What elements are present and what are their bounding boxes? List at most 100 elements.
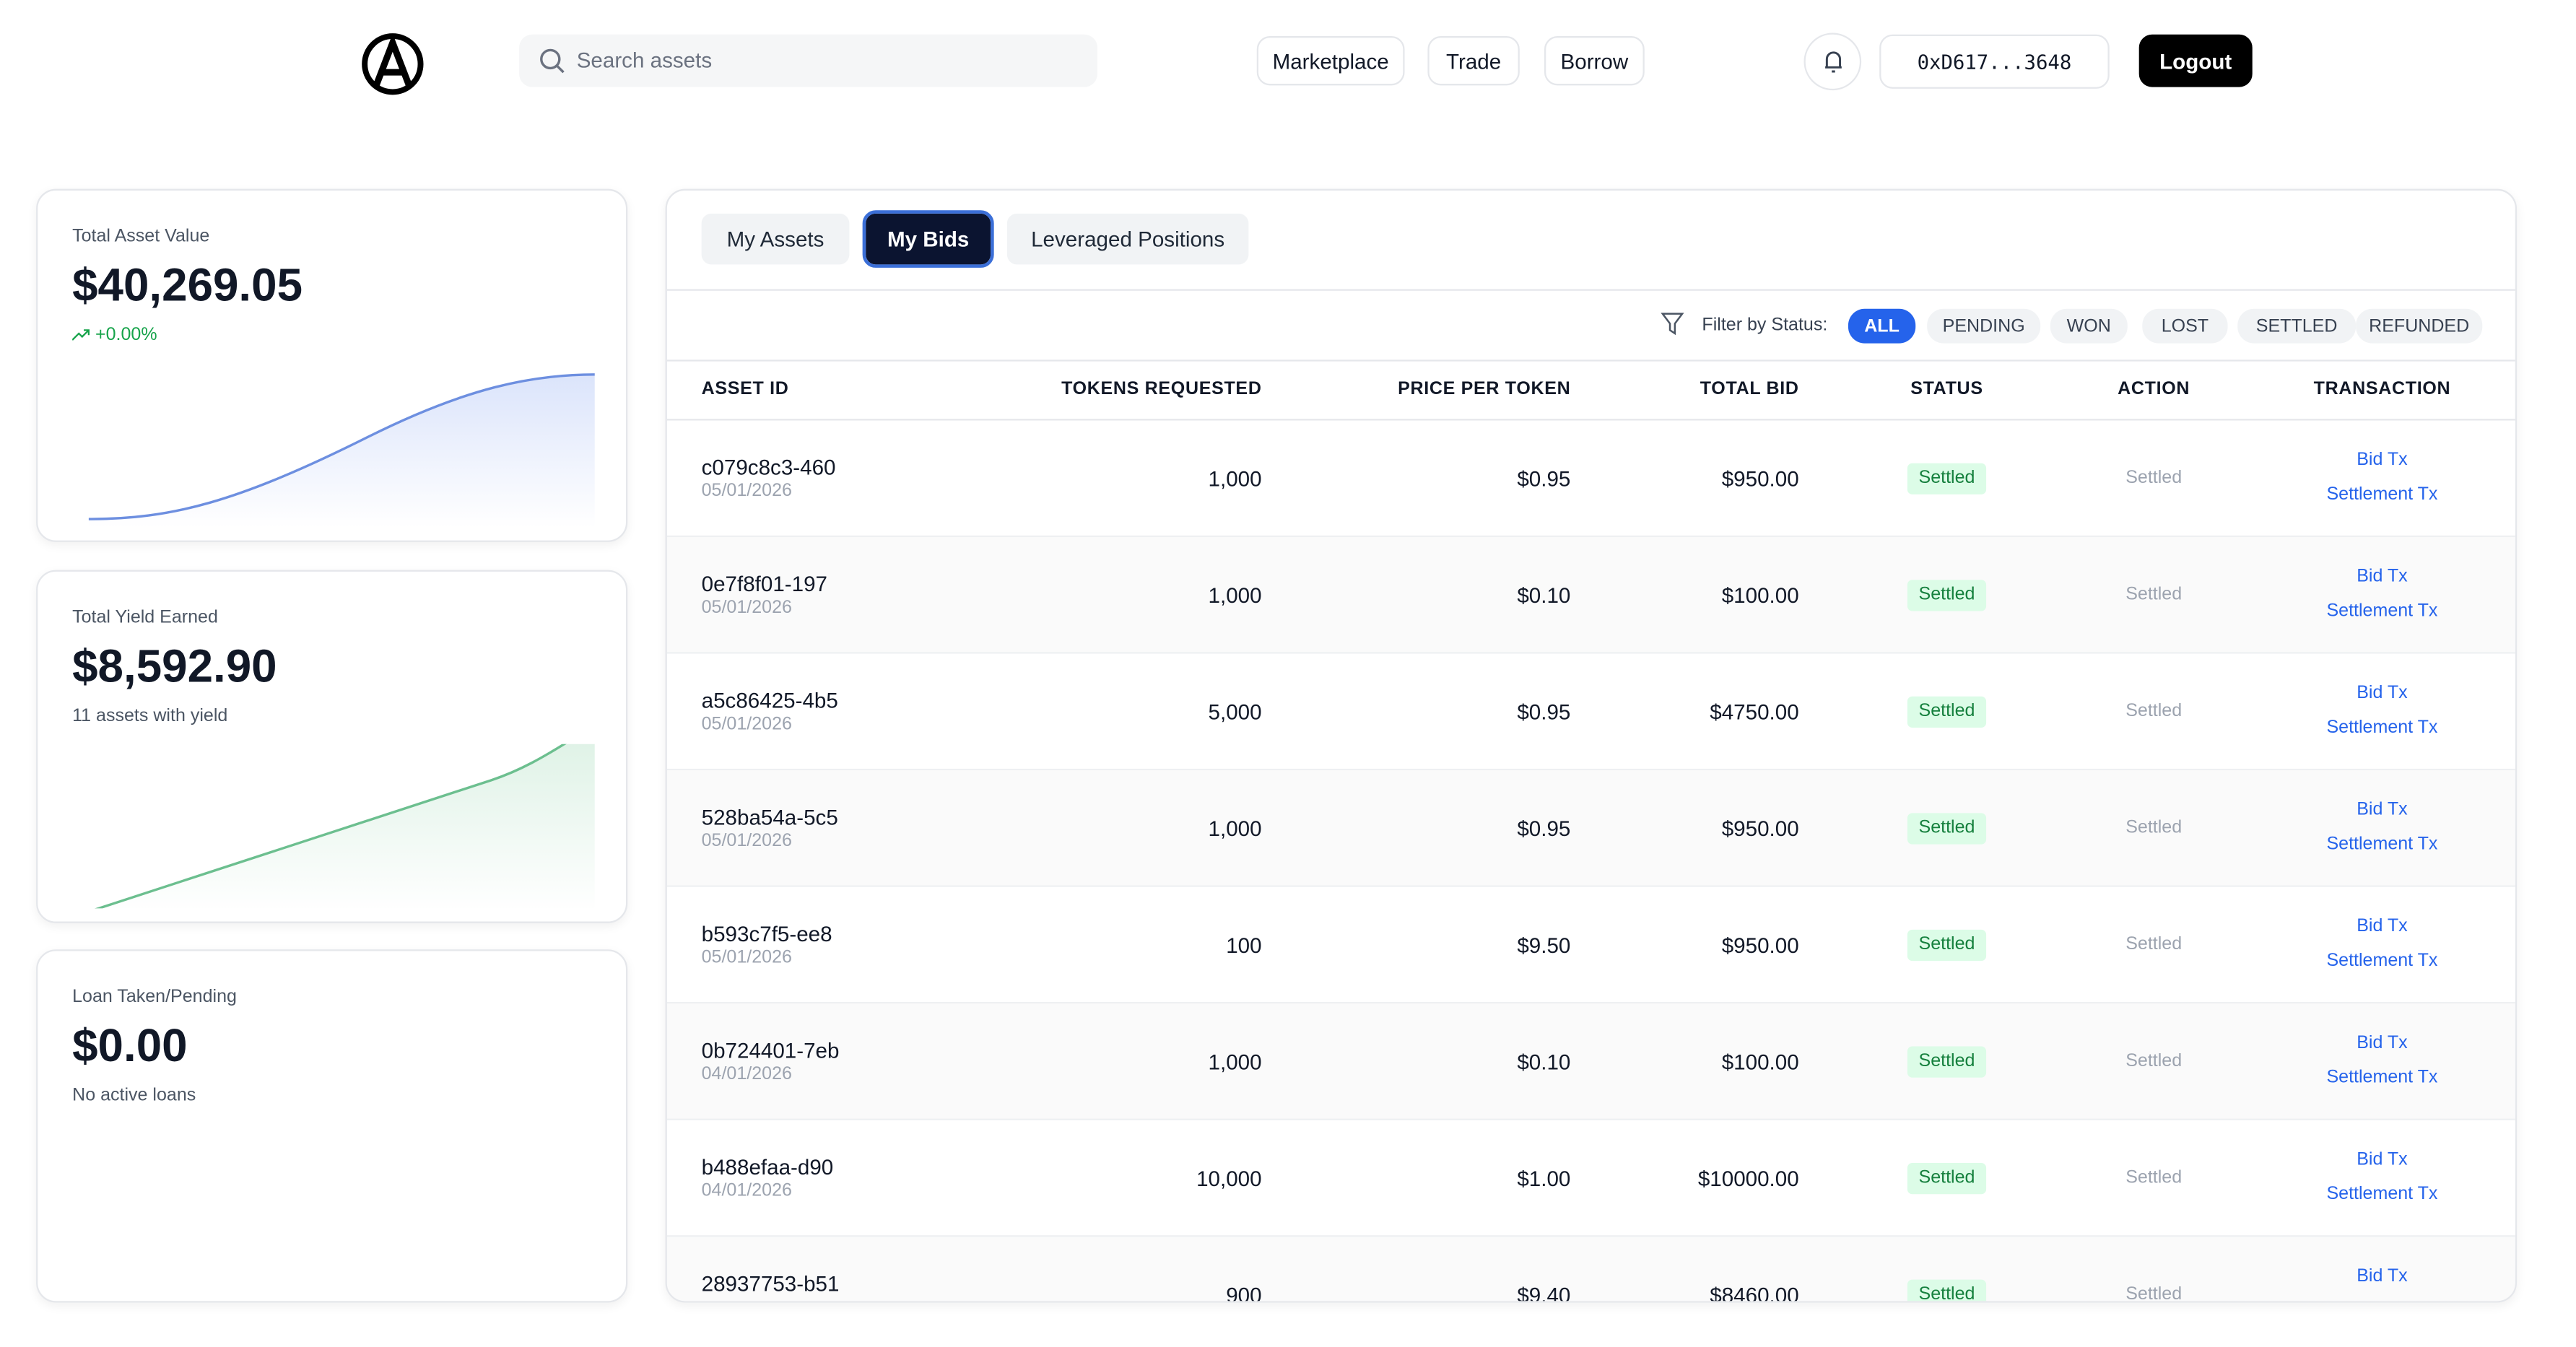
bid-date: 04/01/2026 xyxy=(701,1064,792,1084)
search-placeholder: Search assets xyxy=(576,47,713,73)
tokens-requested: 100 xyxy=(1226,933,1262,958)
asset-id: 528ba54a-5c5 xyxy=(701,804,838,830)
status-badge: Settled xyxy=(1907,1046,1987,1078)
price-per-token: $0.95 xyxy=(1517,466,1571,492)
tab[interactable]: My Assets xyxy=(701,213,850,265)
transaction-link[interactable]: Bid Tx xyxy=(2357,916,2408,937)
tokens-requested: 1,000 xyxy=(1208,466,1262,492)
nav-button[interactable]: Borrow xyxy=(1544,36,1645,86)
card-label: Total Asset Value xyxy=(72,227,210,247)
filter-chip[interactable]: SETTLED xyxy=(2237,308,2357,344)
action-text: Settled xyxy=(2125,1284,2183,1303)
asset-id: 0b724401-7eb xyxy=(701,1038,840,1063)
tab[interactable]: Leveraged Positions xyxy=(1006,213,1249,265)
price-per-token: $0.95 xyxy=(1517,699,1571,725)
search-icon xyxy=(540,48,565,74)
tokens-requested: 1,000 xyxy=(1208,583,1262,608)
filter-icon xyxy=(1661,313,1684,336)
card-subtext: 11 assets with yield xyxy=(72,706,228,726)
transaction-link[interactable]: Bid Tx xyxy=(2357,450,2408,470)
tokens-requested: 900 xyxy=(1226,1283,1262,1303)
price-per-token: $0.10 xyxy=(1517,1050,1571,1075)
transaction-link[interactable]: Bid Tx xyxy=(2357,800,2408,820)
asset-id: 28937753-b51 xyxy=(701,1271,840,1296)
tokens-requested: 1,000 xyxy=(1208,816,1262,842)
action-text: Settled xyxy=(2125,1167,2183,1188)
bid-date: 04/01/2026 xyxy=(701,1181,792,1201)
nav-button[interactable]: Trade xyxy=(1427,36,1520,86)
action-text: Settled xyxy=(2125,818,2183,838)
wallet-address[interactable]: 0xD617...3648 xyxy=(1879,34,2110,89)
total-bid: $10000.00 xyxy=(1697,1166,1799,1191)
filter-chip[interactable]: ALL xyxy=(1848,308,1916,344)
nav-button[interactable]: Marketplace xyxy=(1256,36,1405,86)
transaction-link[interactable]: Settlement Tx xyxy=(2326,951,2438,971)
card-subtext: No active loans xyxy=(72,1086,196,1106)
total-bid: $100.00 xyxy=(1721,583,1799,608)
filter-chip[interactable]: PENDING xyxy=(1927,308,2041,344)
table-row: 528ba54a-5c5 05/01/2026 1,000 $0.95 $950.00 S… xyxy=(666,770,2515,887)
price-per-token: $0.10 xyxy=(1517,583,1571,608)
status-badge: Settled xyxy=(1907,463,1987,494)
logout-button[interactable]: Logout xyxy=(2138,34,2253,87)
transaction-link[interactable]: Settlement Tx xyxy=(2326,834,2438,855)
total-bid: $8460.00 xyxy=(1710,1283,1799,1303)
transaction-link[interactable]: Bid Tx xyxy=(2357,1149,2408,1170)
table-row: b488efaa-d90 04/01/2026 10,000 $1.00 $10000.… xyxy=(666,1120,2515,1237)
column-header: ACTION xyxy=(2118,379,2190,399)
sparkline xyxy=(88,744,595,909)
status-badge: Settled xyxy=(1907,580,1987,611)
action-text: Settled xyxy=(2125,468,2183,488)
card-label: Loan Taken/Pending xyxy=(72,987,237,1007)
transaction-link[interactable]: Settlement Tx xyxy=(2326,1184,2438,1204)
action-text: Settled xyxy=(2125,701,2183,721)
table-row: b593c7f5-ee8 05/01/2026 100 $9.50 $950.00 Set… xyxy=(666,886,2515,1004)
filter-chip[interactable]: REFUNDED xyxy=(2356,308,2483,344)
transaction-link[interactable]: Bid Tx xyxy=(2357,683,2408,703)
action-text: Settled xyxy=(2125,1051,2183,1071)
transaction-link[interactable]: Settlement Tx xyxy=(2326,601,2438,622)
total-bid: $950.00 xyxy=(1721,466,1799,492)
status-badge: Settled xyxy=(1907,1163,1987,1195)
transaction-link[interactable]: Settlement Tx xyxy=(2326,718,2438,738)
summary-card: Total Yield Earned $8,592.90 11 assets wit… xyxy=(36,570,628,923)
column-header: STATUS xyxy=(1910,379,1983,399)
tokens-requested: 10,000 xyxy=(1196,1166,1262,1191)
filter-chip[interactable]: LOST xyxy=(2142,308,2228,344)
bid-date: 05/01/2026 xyxy=(701,481,792,502)
transaction-link[interactable]: Bid Tx xyxy=(2357,567,2408,587)
action-text: Settled xyxy=(2125,585,2183,605)
transaction-link[interactable]: Bid Tx xyxy=(2357,1266,2408,1286)
table-row: c079c8c3-460 05/01/2026 1,000 $0.95 $950.00 S… xyxy=(666,420,2515,538)
asset-id: 0e7f8f01-197 xyxy=(701,571,827,597)
search-box[interactable]: Search assets xyxy=(519,34,1098,87)
transaction-link[interactable]: Bid Tx xyxy=(2357,1033,2408,1053)
table-row: 0e7f8f01-197 05/01/2026 1,000 $0.10 $100.00 S… xyxy=(666,537,2515,654)
price-per-token: $9.50 xyxy=(1517,933,1571,958)
transaction-link[interactable]: Settlement Tx xyxy=(2326,484,2438,505)
sparkline xyxy=(88,373,595,528)
notification-button[interactable] xyxy=(1803,32,1862,91)
column-header: TOKENS REQUESTED xyxy=(1061,379,1262,399)
card-subtext: +0.00% xyxy=(95,325,157,345)
column-header: ASSET ID xyxy=(701,379,789,399)
status-badge: Settled xyxy=(1907,696,1987,728)
transaction-link[interactable]: Settlement Tx xyxy=(2326,1068,2438,1088)
total-bid: $950.00 xyxy=(1721,816,1799,842)
summary-card: Total Asset Value $40,269.05 +0.00% xyxy=(36,188,628,542)
bid-date: 05/01/2026 xyxy=(701,947,792,968)
status-badge: Settled xyxy=(1907,813,1987,845)
bell-icon xyxy=(1824,51,1841,73)
status-badge: Settled xyxy=(1907,929,1987,962)
bid-date: 05/01/2026 xyxy=(701,831,792,851)
tab[interactable]: My Bids xyxy=(862,210,994,268)
filter-chip[interactable]: WON xyxy=(2050,308,2128,344)
table-row: a5c86425-4b5 05/01/2026 5,000 $0.95 $4750.00… xyxy=(666,653,2515,771)
table-row: 28937753-b51 900 $9.40 $8460.00 Settled Settl… xyxy=(666,1237,2515,1303)
total-bid: $4750.00 xyxy=(1710,699,1799,725)
card-value: $8,592.90 xyxy=(72,640,277,692)
logo[interactable] xyxy=(362,33,424,95)
price-per-token: $0.95 xyxy=(1517,816,1571,842)
